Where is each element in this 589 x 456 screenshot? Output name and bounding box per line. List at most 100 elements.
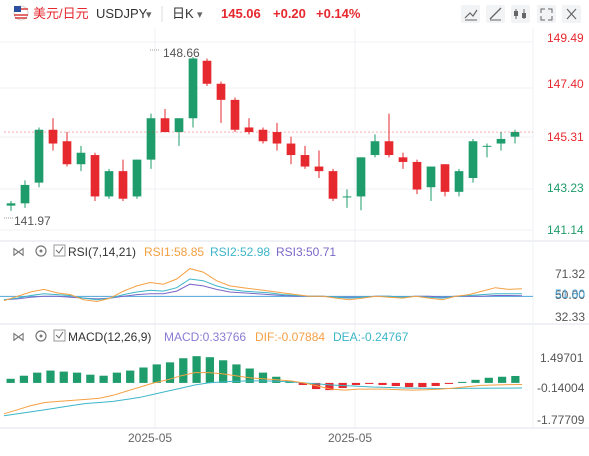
dif-line [3, 372, 523, 415]
indicator-add-icon[interactable] [461, 5, 480, 23]
macd-histogram-bar [258, 372, 268, 383]
price-y-axis: 149.49 147.40 143.23 141.14 145.31 [547, 31, 584, 237]
pair-name[interactable]: 美元/日元 [33, 6, 89, 21]
candle-body [482, 145, 492, 147]
rsi1-value: RSI1:58.85 [144, 245, 204, 259]
macd-histogram-bar [232, 364, 241, 383]
macd-histogram-bar [126, 370, 135, 383]
macd-value: MACD:0.33766 [164, 330, 246, 344]
macd-histogram-bar [325, 382, 334, 391]
rsi-legend: ⋈ RSI(7,14,21) RSI1:58.85 RSI2:52.98 RSI… [12, 244, 336, 259]
macd-checkbox[interactable] [53, 329, 66, 342]
x-tick-label: 2025-05 [128, 431, 172, 445]
low-marker-label: 141.97 [14, 214, 51, 228]
candle-body [244, 127, 254, 133]
x-tick-label: 2025-05 [328, 431, 372, 445]
y-tick-label: 143.23 [547, 181, 584, 195]
macd-histogram-bar [33, 372, 42, 383]
candle-body [34, 129, 44, 183]
macd-histogram-bar [72, 372, 82, 383]
candle-body [468, 141, 478, 179]
draw-icon[interactable] [486, 5, 505, 23]
symbol-dropdown-icon[interactable]: ▾ [146, 9, 152, 21]
rsi-checkbox[interactable] [53, 244, 66, 257]
macd-histogram-bar [245, 368, 254, 383]
candle-body [440, 164, 450, 192]
collapse-toggle-icon[interactable]: ⋈ [12, 244, 25, 259]
high-marker-label: 148.66 [163, 46, 200, 60]
collapse-toggle-icon[interactable]: ⋈ [12, 329, 25, 344]
macd-histogram-bar [19, 375, 29, 383]
candle-body [132, 159, 142, 197]
price-change: +0.20 [273, 6, 306, 21]
candle-body [398, 157, 408, 162]
candle-body [48, 129, 58, 144]
candle-body [384, 141, 394, 156]
macd-histogram-bar [391, 382, 400, 386]
candle-body [118, 171, 128, 199]
symbol-label[interactable]: USDJPY [96, 6, 148, 21]
macd-histogram-bar [192, 356, 201, 383]
candle-body [258, 129, 268, 142]
grid-lines [0, 28, 533, 428]
macd-histogram-bar [179, 358, 188, 383]
macd-y-tick: -0.14004 [537, 381, 585, 395]
candle-body [426, 166, 436, 188]
macd-histogram-bar [59, 371, 68, 383]
macd-settings-icon[interactable] [35, 330, 47, 342]
candle-body [230, 99, 240, 130]
macd-histogram-bar [165, 362, 175, 383]
macd-histogram-bar [458, 381, 467, 383]
macd-histogram-bar [511, 375, 520, 383]
candle-body [216, 83, 226, 100]
candle-body [454, 171, 464, 192]
candle-body [146, 118, 156, 160]
rsi-y-axis: 71.32 50.00 51.80 32.33 [555, 267, 585, 324]
rsi-indicator-name: RSI(7,14,21) [68, 245, 136, 259]
dea-line [3, 380, 523, 417]
macd-y-axis: 1.49701 -0.14004 -1.77709 [537, 351, 585, 427]
candle-body [272, 132, 282, 144]
macd-histogram-bar [404, 382, 414, 388]
rsi-y-tick-overlap: 51.80 [555, 287, 585, 301]
rsi-settings-icon[interactable] [35, 245, 47, 257]
candle-body [370, 141, 380, 156]
macd-histogram-bar [418, 382, 427, 388]
rsi-series [0, 268, 533, 303]
y-tick-label: 141.14 [547, 223, 584, 237]
candle-body [328, 171, 338, 199]
last-price: 145.06 [221, 6, 261, 21]
macd-histogram-bar [6, 378, 15, 383]
rsi-y-tick: 32.33 [555, 310, 585, 324]
candle-body [496, 138, 506, 144]
dif-value: DIF:-0.07884 [255, 330, 325, 344]
macd-histogram-bar [205, 357, 214, 383]
close-icon[interactable] [562, 5, 581, 23]
candle-body [62, 141, 72, 165]
candle-body [160, 118, 170, 133]
candle-body [188, 58, 198, 119]
macd-histogram-bar [431, 382, 440, 386]
period-selector[interactable]: 日K [172, 6, 194, 21]
macd-histogram-bar [444, 382, 454, 384]
rsi1-line [3, 268, 523, 303]
macd-y-tick: 1.49701 [540, 351, 584, 365]
macd-histogram-bar [46, 370, 55, 383]
settings-icon[interactable] [511, 5, 530, 23]
candle-body [90, 155, 100, 197]
fullscreen-icon[interactable] [537, 5, 556, 23]
us-flag-canton [14, 6, 21, 12]
price-change-percent: +0.14% [316, 6, 361, 21]
period-dropdown-icon[interactable]: ▾ [197, 9, 203, 21]
macd-histogram-bar [139, 367, 148, 383]
macd-histogram-bar [484, 377, 493, 383]
y-tick-label: 147.40 [547, 77, 584, 91]
candle-body [20, 184, 30, 204]
rsi2-line [3, 278, 523, 301]
candle-body [174, 118, 184, 133]
macd-histogram-bar [86, 374, 95, 383]
candle-body [356, 157, 366, 197]
rsi-y-tick: 50.00 [555, 288, 585, 302]
